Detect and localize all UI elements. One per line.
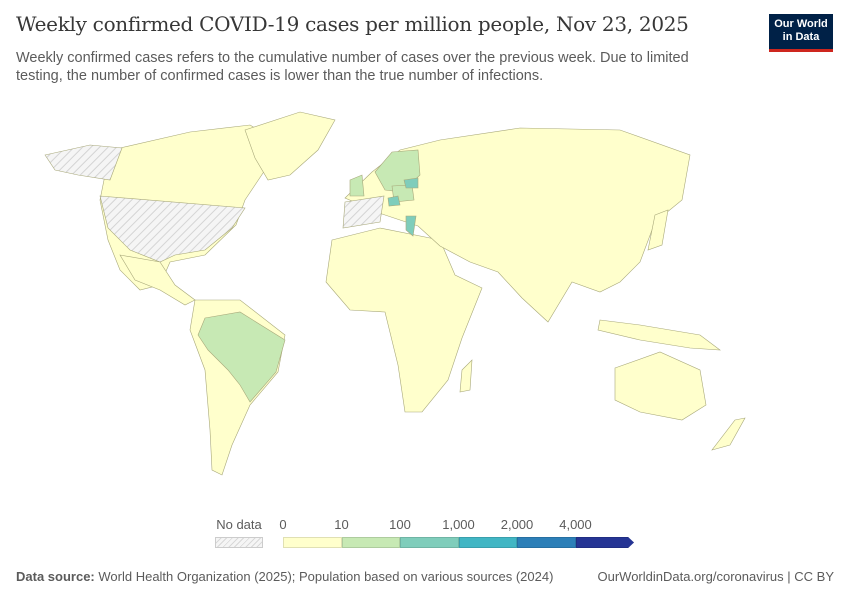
legend-swatch[interactable] [400,537,459,548]
legend-tick-label: 100 [389,517,411,532]
legend-swatch[interactable] [341,537,400,548]
region-france-spain[interactable] [342,195,385,229]
region-new-zealand[interactable] [711,417,746,451]
legend-no-data-label: No data [216,517,262,532]
source-label: Data source: [16,569,95,584]
legend-swatch[interactable] [283,537,342,548]
region-eurasia[interactable] [344,127,691,323]
legend-no-data-swatch [215,537,263,548]
legend-tick-label: 1,000 [442,517,475,532]
region-united-kingdom[interactable] [349,174,365,197]
region-czechia[interactable] [387,195,401,207]
region-greece[interactable] [405,215,417,237]
region-brazil[interactable] [197,311,286,403]
region-japan[interactable] [647,209,669,251]
legend-tick-label: 2,000 [500,517,534,532]
source-text: World Health Organization (2025); Popula… [98,569,554,584]
legend-tick-label: 10 [334,517,349,532]
legend-swatch[interactable] [517,537,576,548]
region-australia[interactable] [614,351,707,421]
region-lithuania[interactable] [403,177,419,189]
owid-logo[interactable]: Our World in Data [769,14,833,52]
region-madagascar[interactable] [459,359,473,393]
legend-tick-label: 0 [279,517,287,532]
region-central-america[interactable] [119,254,196,306]
url-license[interactable]: OurWorldinData.org/coronavirus | CC BY [597,569,834,584]
region-alaska[interactable] [44,144,123,181]
subtitle: Weekly confirmed cases refers to the cum… [16,50,689,84]
legend-swatch[interactable] [458,537,517,548]
region-greenland[interactable] [244,111,336,181]
legend-swatch[interactable] [575,537,634,548]
legend-tick-label: 4,000 [559,517,592,532]
region-united-states[interactable] [99,195,246,263]
region-indonesia[interactable] [597,319,721,351]
source-note: Data source: World Health Organization (… [16,569,553,584]
page-title: Weekly confirmed COVID-19 cases per mill… [16,12,689,36]
logo-text: Our World in Data [774,18,828,43]
